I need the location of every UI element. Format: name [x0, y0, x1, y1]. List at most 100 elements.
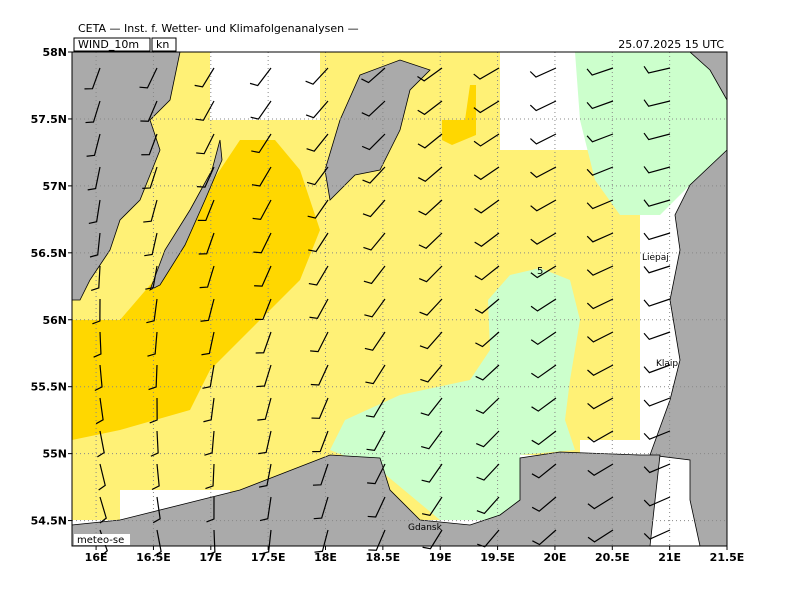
- wind-barb: [368, 529, 386, 551]
- wind-barb: [366, 430, 386, 451]
- wind-barb: [643, 364, 671, 374]
- wind-barb: [204, 430, 215, 456]
- green-area: [575, 52, 727, 215]
- wind-barb: [198, 232, 215, 255]
- wind-barb: [89, 232, 101, 258]
- wind-barb: [86, 133, 101, 157]
- wind-barb: [586, 298, 614, 310]
- wind-barb: [473, 166, 500, 181]
- y-tick-label: 58N: [42, 46, 67, 59]
- x-tick-label: 20.5E: [595, 551, 630, 564]
- plot-frame: [71, 51, 728, 547]
- wind-barb: [530, 199, 557, 212]
- x-tick-label: 16.5E: [136, 551, 171, 564]
- wind-barb: [643, 199, 671, 207]
- wind-barb: [201, 331, 215, 356]
- wind-barb: [643, 65, 671, 74]
- wind-barb: [145, 265, 158, 290]
- wind-barb: [586, 265, 614, 276]
- wind-barb: [421, 430, 443, 450]
- wind-barb: [362, 166, 386, 184]
- wind-barb: [365, 364, 386, 385]
- wind-barb: [367, 463, 386, 485]
- wind-barb: [141, 133, 158, 156]
- y-tick-label: 57.5N: [31, 113, 67, 126]
- credit-box: [74, 534, 130, 545]
- wind-barb: [257, 397, 272, 421]
- wind-barb: [314, 529, 329, 553]
- wind-barb: [144, 232, 158, 257]
- wind-barb: [250, 100, 272, 120]
- wind-barb: [196, 133, 215, 155]
- wind-barb: [530, 298, 557, 312]
- wind-barb: [420, 397, 443, 417]
- field-box: [73, 37, 151, 52]
- wind-barb: [529, 100, 557, 112]
- wind-barb: [251, 133, 272, 154]
- wind-barb: [475, 331, 500, 348]
- wind-barb: [93, 331, 102, 358]
- wind-barb: [202, 364, 215, 389]
- wind-barb: [531, 430, 557, 446]
- wind-barb: [421, 463, 443, 483]
- wind-barb: [474, 232, 500, 248]
- wind-barb: [586, 133, 614, 143]
- wind-barb: [305, 67, 329, 85]
- place-label: Liepaj: [642, 253, 669, 263]
- wind-barb: [361, 67, 386, 84]
- wind-barb: [587, 397, 614, 410]
- wind-barb: [306, 133, 329, 152]
- wind-barb: [422, 529, 443, 550]
- x-tick-label: 21E: [658, 551, 681, 564]
- wind-barb: [643, 331, 671, 341]
- wind-barb: [363, 265, 386, 285]
- y-tick-label: 55N: [42, 448, 67, 461]
- wind-barb: [476, 430, 500, 448]
- wind-barb: [255, 331, 272, 354]
- wind-barb: [308, 232, 329, 253]
- wind-barb: [587, 496, 614, 510]
- wind-barb: [256, 364, 272, 388]
- wind-barb: [530, 166, 557, 179]
- y-tick-label: 56N: [42, 314, 67, 327]
- wind-barb: [196, 166, 215, 188]
- gotland: [324, 59, 431, 201]
- wind-barb: [363, 232, 386, 251]
- y-tick-label: 56.5N: [31, 247, 67, 260]
- wind-barb: [307, 199, 329, 219]
- wind-barb: [97, 430, 105, 458]
- land: [71, 51, 728, 547]
- wind-barb: [531, 397, 557, 412]
- wind-barb: [418, 232, 443, 249]
- wind-barb: [421, 496, 443, 517]
- x-tick-label: 17.5E: [251, 551, 286, 564]
- wind-barb: [151, 463, 160, 491]
- x-tick-label: 19E: [429, 551, 452, 564]
- wind-barb: [203, 397, 215, 423]
- unit-box: [151, 37, 177, 52]
- wind-barb: [417, 67, 443, 82]
- wind-barb: [473, 67, 500, 80]
- wind-barb: [475, 397, 500, 415]
- wind-barb: [91, 265, 101, 292]
- wind-barb: [148, 364, 158, 391]
- x-tick-label: 18E: [314, 551, 337, 564]
- wind-barb: [365, 397, 386, 418]
- wind-barb: [309, 298, 329, 319]
- wind-barb: [587, 364, 614, 376]
- wind-barb: [643, 232, 671, 241]
- wind-barb: [643, 463, 671, 474]
- unit-label: kn: [156, 38, 169, 51]
- wind-barb: [195, 100, 215, 121]
- wind-barb: [473, 133, 500, 147]
- wind-barb: [586, 199, 614, 210]
- wind-barb: [643, 430, 671, 440]
- wind-barb: [530, 331, 557, 346]
- wind-barb: [194, 67, 215, 88]
- wind-barb: [530, 265, 557, 279]
- field-label: WIND_10m: [78, 38, 139, 51]
- wind-barb: [252, 199, 272, 221]
- wind-barb: [531, 364, 557, 379]
- wind-barb: [473, 100, 500, 114]
- wind-barb: [474, 265, 500, 281]
